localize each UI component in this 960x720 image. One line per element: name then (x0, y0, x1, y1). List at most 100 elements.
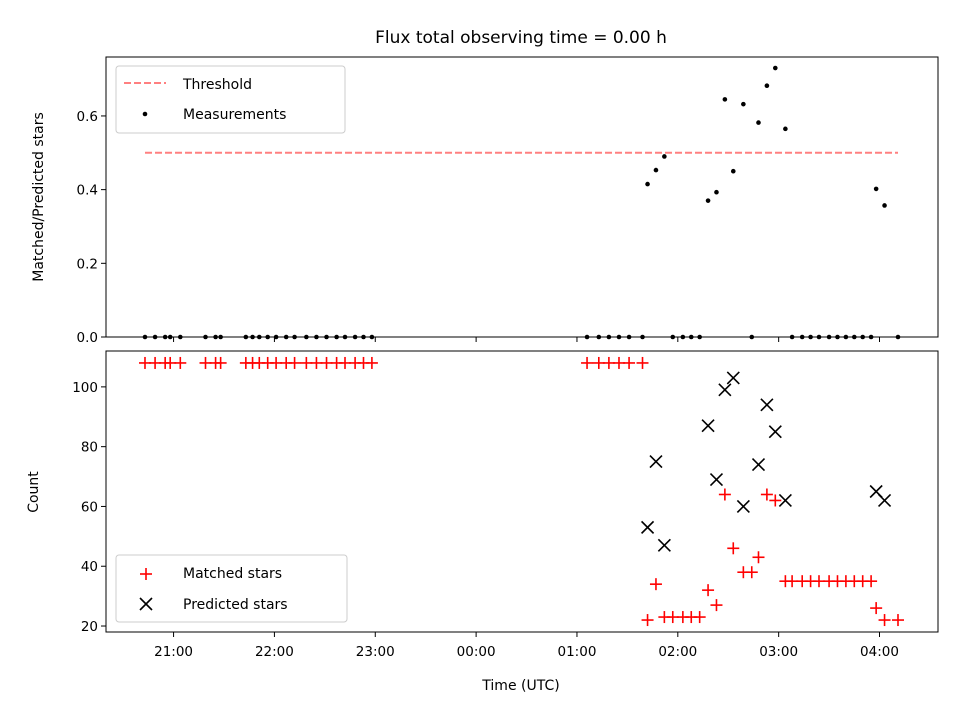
matched-star-point (300, 356, 313, 369)
matched-star-point (310, 356, 323, 369)
predicted-star-point (657, 538, 671, 552)
measurement-point (756, 120, 761, 125)
bottom-legend-box (115, 554, 348, 623)
predicted-star-point (640, 520, 655, 534)
measurement-point (369, 334, 375, 340)
matched-star-point (174, 356, 187, 369)
measurement-point (213, 334, 218, 340)
measurement-point (697, 334, 702, 340)
legend-predicted-label: Predicted stars (183, 597, 288, 613)
legend-matched-swatch (140, 568, 152, 580)
matched-star-point (288, 356, 301, 369)
measurement-point (243, 334, 249, 340)
legend-measurements-label: Measurements (183, 107, 286, 123)
x-tick-label: 22:00 (255, 644, 294, 660)
predicted-star-point (778, 493, 792, 508)
measurement-point (324, 334, 329, 340)
measurement-point (882, 203, 887, 208)
measurement-point (304, 334, 309, 340)
measurement-point (662, 154, 667, 159)
y-tick-label: 40 (81, 559, 98, 575)
measurement-point (826, 334, 832, 340)
matched-star-point (865, 575, 878, 588)
matched-star-point (878, 614, 891, 627)
predicted-star-point (736, 499, 750, 514)
measurement-point (292, 334, 297, 340)
top-legend-box (115, 65, 346, 134)
matched-star-point (592, 356, 605, 369)
predicted-star-point (877, 493, 892, 508)
matched-star-point (199, 356, 212, 369)
measurement-point (772, 65, 778, 71)
measurement-point (808, 334, 813, 340)
measurement-point (730, 168, 736, 174)
y-tick-label: 60 (81, 499, 98, 515)
measurement-point (142, 334, 148, 340)
bottom-y-axis: 20 40 60 80 100 (72, 380, 106, 635)
y-tick-label: 0.4 (77, 183, 98, 199)
measurement-point (218, 334, 223, 340)
matched-star-point (149, 356, 162, 369)
y-tick-label: 20 (81, 619, 98, 635)
matched-star-point (870, 602, 883, 615)
matched-star-point (339, 356, 352, 369)
measurement-point (584, 334, 590, 340)
matched-star-point (602, 356, 615, 369)
measurement-point (873, 186, 879, 192)
top-legend: Threshold Measurements (115, 65, 346, 134)
measurement-point (895, 334, 901, 340)
legend-predicted-swatch (139, 597, 153, 611)
measurement-point (314, 334, 319, 340)
matched-star-point (745, 566, 758, 579)
measurement-point (688, 334, 694, 340)
measurement-point (640, 334, 645, 340)
matched-star-point (636, 356, 649, 369)
matched-star-point (769, 494, 782, 507)
measurement-point (167, 334, 173, 340)
measurement-point (250, 334, 255, 340)
matched-star-point (612, 356, 625, 369)
measurement-point (177, 334, 183, 340)
predicted-star-point (649, 455, 663, 469)
bottom-plot-frame (105, 350, 939, 633)
matched-star-point (623, 356, 636, 369)
measurement-point (645, 181, 650, 187)
predicted-star-point (768, 425, 782, 439)
matched-star-point (702, 584, 715, 597)
matched-star-point (812, 575, 825, 588)
measurement-point (843, 334, 849, 340)
measurement-point (653, 167, 659, 173)
top-y-axis: 0.0 0.2 0.4 0.6 (77, 109, 106, 346)
measurement-point (816, 334, 822, 340)
matched-star-point (214, 356, 227, 369)
matched-star-point (710, 599, 723, 612)
matched-star-point (365, 356, 378, 369)
predicted-stars-points (640, 371, 892, 552)
legend-threshold-label: Threshold (182, 77, 252, 93)
measurement-point (203, 334, 208, 340)
matched-star-point (727, 542, 740, 555)
legend-matched-label: Matched stars (183, 566, 282, 582)
measurement-point (670, 334, 676, 340)
y-tick-label: 80 (81, 440, 98, 456)
top-y-axis-label: Matched/Predicted stars (31, 112, 47, 282)
x-tick-label: 04:00 (860, 644, 899, 660)
matched-star-point (320, 356, 333, 369)
x-tick-label: 03:00 (759, 644, 798, 660)
chart-title: Flux total observing time = 0.00 h (375, 28, 667, 48)
measurement-point (799, 334, 805, 340)
measurement-point (342, 334, 348, 340)
predicted-star-point (760, 398, 774, 412)
predicted-star-point (751, 458, 766, 472)
matched-star-point (760, 488, 773, 501)
matched-star-point (270, 356, 283, 369)
y-tick-label: 0.6 (77, 109, 98, 125)
measurement-point (680, 334, 686, 340)
matched-star-point (649, 578, 662, 591)
x-tick-label: 21:00 (154, 644, 193, 660)
matched-star-point (164, 356, 177, 369)
x-tick-label: 00:00 (457, 644, 496, 660)
measurement-point (352, 334, 358, 340)
y-tick-label: 100 (72, 380, 98, 396)
